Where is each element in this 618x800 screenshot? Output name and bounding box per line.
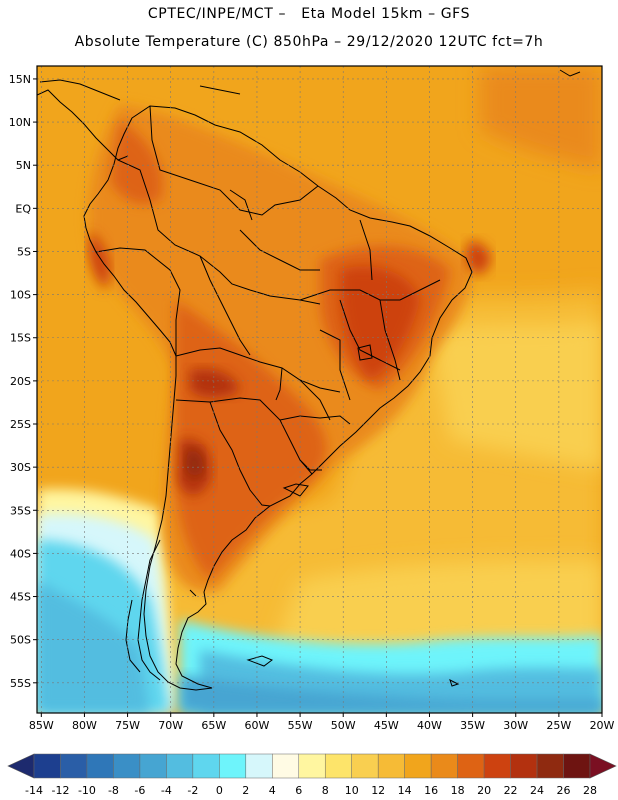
colorbar-swatch xyxy=(272,753,300,779)
longitude-label: 20W xyxy=(590,719,615,732)
colorbar-swatch xyxy=(245,753,273,779)
colorbar-swatch xyxy=(563,753,591,779)
colorbar-swatch xyxy=(430,753,458,779)
colorbar-label: 14 xyxy=(398,784,412,797)
colorbar-max-arrow xyxy=(589,753,617,779)
longitude-label: 35W xyxy=(460,719,485,732)
latitude-label: 30S xyxy=(10,461,31,474)
colorbar-swatch xyxy=(324,753,352,779)
latitude-label: 15S xyxy=(10,332,31,345)
colorbar-label: 22 xyxy=(504,784,518,797)
colorbar-swatch xyxy=(86,753,114,779)
colorbar-swatch xyxy=(483,753,511,779)
longitude-label: 65W xyxy=(201,719,226,732)
longitude-label: 55W xyxy=(288,719,313,732)
longitude-label: 70W xyxy=(158,719,183,732)
colorbar-swatch xyxy=(404,753,432,779)
colorbar-swatch xyxy=(351,753,379,779)
map-title-line-2: Absolute Temperature (C) 850hPa – 29/12/… xyxy=(74,34,544,50)
latitude-label: 45S xyxy=(10,591,31,604)
colorbar-swatch xyxy=(139,753,167,779)
longitude-label: 30W xyxy=(503,719,528,732)
colorbar-swatch xyxy=(166,753,194,779)
longitude-label: 75W xyxy=(115,719,140,732)
latitude-label: 5N xyxy=(16,159,31,172)
coastlines-and-borders xyxy=(37,69,581,691)
colorbar-label: 18 xyxy=(451,784,465,797)
latitude-label: EQ xyxy=(15,202,31,215)
colorbar-label: -14 xyxy=(25,784,43,797)
colorbar-swatch xyxy=(377,753,405,779)
colorbar-label: 10 xyxy=(345,784,359,797)
latitude-label: 5S xyxy=(17,245,31,258)
colorbar-label: -4 xyxy=(161,784,172,797)
colorbar-label: -6 xyxy=(134,784,145,797)
map-title-line-1: CPTEC/INPE/MCT – Eta Model 15km – GFS xyxy=(147,6,471,22)
colorbar-swatch xyxy=(192,753,220,779)
latitude-label: 40S xyxy=(10,547,31,560)
latitude-label: 20S xyxy=(10,375,31,388)
latitude-label: 10S xyxy=(10,289,31,302)
colorbar-swatch xyxy=(457,753,485,779)
color-scale-bar: -14 -12 -10 -8 -6 -4 -2 0 2 4 6 8 10 12 14 16 18 20 22 24 26… xyxy=(7,753,617,797)
longitude-label: 80W xyxy=(72,719,97,732)
longitude-axis: 85W 80W 75W 70W 65W 60W 55W 50W 45W 40W 35W 30W 25W 2… xyxy=(29,713,615,732)
colorbar-swatch xyxy=(298,753,326,779)
colorbar-label: 6 xyxy=(295,784,302,797)
longitude-label: 40W xyxy=(417,719,442,732)
colorbar-label: 28 xyxy=(583,784,597,797)
colorbar-label: -10 xyxy=(78,784,96,797)
temperature-field xyxy=(37,66,602,713)
latitude-label: 15N xyxy=(9,73,31,86)
colorbar-label: 0 xyxy=(216,784,223,797)
colorbar-label: 2 xyxy=(242,784,249,797)
longitude-label: 50W xyxy=(331,719,356,732)
colorbar-label: 20 xyxy=(477,784,491,797)
longitude-label: 85W xyxy=(29,719,54,732)
colorbar-label: 8 xyxy=(322,784,329,797)
colorbar-label: 24 xyxy=(530,784,544,797)
colorbar-label: 26 xyxy=(557,784,571,797)
longitude-label: 45W xyxy=(374,719,399,732)
longitude-label: 25W xyxy=(546,719,571,732)
latitude-label: 25S xyxy=(10,418,31,431)
colorbar-min-arrow xyxy=(7,753,35,779)
colorbar-swatch xyxy=(536,753,564,779)
colorbar-swatch xyxy=(60,753,88,779)
colorbar-swatch xyxy=(219,753,247,779)
colorbar-swatch xyxy=(33,753,61,779)
colorbar-label: -2 xyxy=(187,784,198,797)
latitude-label: 35S xyxy=(10,504,31,517)
colorbar-swatch xyxy=(510,753,538,779)
latitude-label: 10N xyxy=(9,116,31,129)
lat-lon-grid xyxy=(37,66,602,713)
colorbar-swatch xyxy=(113,753,141,779)
colorbar-label: 16 xyxy=(424,784,438,797)
colorbar-label: -12 xyxy=(51,784,69,797)
latitude-label: 50S xyxy=(10,634,31,647)
colorbar-label: -8 xyxy=(108,784,119,797)
latitude-axis: 15N 10N 5N EQ 5S 10S 15S 20S 25S 30S 35S 40S 45S 50S 5… xyxy=(9,73,37,690)
colorbar-label: 4 xyxy=(269,784,276,797)
map-frame xyxy=(36,65,603,714)
longitude-label: 60W xyxy=(245,719,270,732)
colorbar-label: 12 xyxy=(371,784,385,797)
latitude-label: 55S xyxy=(10,677,31,690)
